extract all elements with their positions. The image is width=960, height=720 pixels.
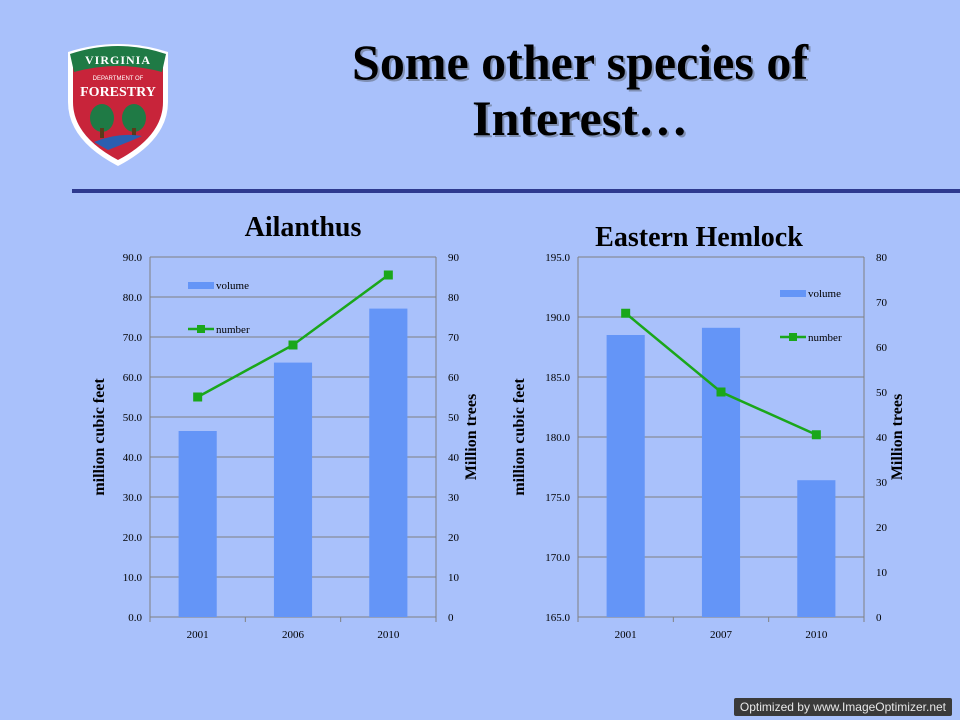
x-tick-label: 2010 [377, 629, 400, 641]
y-right-tick-label: 40 [876, 432, 888, 444]
y-right-tick-label: 70 [448, 332, 460, 344]
x-tick-label: 2007 [710, 629, 733, 641]
y-left-tick-label: 165.0 [545, 612, 570, 624]
x-tick-label: 2001 [187, 629, 209, 641]
y-left-tick-label: 190.0 [545, 312, 570, 324]
logo-tree-icon [90, 104, 146, 138]
logo-shield [73, 49, 163, 160]
y-right-tick-label: 0 [876, 612, 882, 624]
y-left-tick-label: 185.0 [545, 372, 570, 384]
slide-title-line1: Some other species of [352, 34, 808, 90]
y-right-tick-label: 0 [448, 612, 454, 624]
y-right-tick-label: 20 [448, 532, 460, 544]
legend-swatch-volume [188, 282, 214, 289]
logo-main-text: FORESTRY [80, 85, 156, 100]
chart-title-eastern-hemlock: Eastern Hemlock [595, 222, 803, 253]
point-number-2001 [621, 308, 631, 318]
y-left-tick-label: 60.0 [123, 372, 143, 384]
y-right-tick-label: 40 [448, 452, 460, 464]
point-number-2010 [383, 270, 393, 280]
y-right-tick-label: 50 [448, 412, 460, 424]
y-left-tick-label: 50.0 [123, 412, 143, 424]
logo-banner [70, 46, 166, 72]
y-right-tick-label: 30 [448, 492, 460, 504]
bar-volume-2010 [369, 308, 408, 617]
watermark: Optimized by www.ImageOptimizer.net [733, 698, 952, 716]
point-number-2010 [811, 430, 821, 440]
y-right-tick-label: 30 [876, 477, 888, 489]
y-left-tick-label: 80.0 [123, 292, 143, 304]
legend-label-volume: volume [808, 288, 841, 300]
logo-top-text: VIRGINIA [85, 53, 151, 67]
logo-middle-text: DEPARTMENT OF [93, 76, 144, 82]
y-left-tick-label: 180.0 [545, 432, 570, 444]
y-left-axis-label: million cubic feet [511, 378, 528, 496]
y-right-tick-label: 80 [448, 292, 460, 304]
legend-swatch-volume [780, 290, 806, 297]
y-left-tick-label: 175.0 [545, 492, 570, 504]
legend-label-number: number [808, 332, 842, 344]
x-tick-label: 2010 [805, 629, 828, 641]
y-right-tick-label: 60 [448, 372, 460, 384]
y-right-tick-label: 70 [876, 297, 888, 309]
y-right-tick-label: 60 [876, 342, 888, 354]
bar-volume-2007 [701, 327, 741, 617]
y-right-tick-label: 10 [876, 567, 888, 579]
y-left-tick-label: 40.0 [123, 452, 143, 464]
y-right-axis-label: Million trees [463, 394, 480, 480]
legend-label-volume: volume [216, 280, 249, 292]
legend-label-number: number [216, 324, 250, 336]
point-number-2001 [193, 392, 203, 402]
y-left-tick-label: 0.0 [128, 612, 142, 624]
slide-title: Some other species of Interest… [260, 34, 900, 146]
logo-river [94, 134, 142, 150]
title-divider [72, 189, 960, 193]
point-number-2006 [288, 340, 298, 350]
y-left-tick-label: 195.0 [545, 252, 570, 264]
y-right-axis-label: Million trees [889, 394, 906, 480]
y-left-axis-label: million cubic feet [91, 378, 108, 496]
bar-volume-2006 [273, 362, 313, 617]
x-tick-label: 2006 [282, 629, 305, 641]
bar-volume-2010 [797, 480, 836, 617]
y-left-tick-label: 30.0 [123, 492, 143, 504]
y-left-tick-label: 70.0 [123, 332, 143, 344]
y-right-tick-label: 80 [876, 252, 888, 264]
y-left-tick-label: 90.0 [123, 252, 143, 264]
chart-title-ailanthus: Ailanthus [244, 212, 362, 243]
y-right-tick-label: 50 [876, 387, 888, 399]
bar-volume-2001 [178, 431, 217, 617]
point-number-2007 [716, 387, 726, 397]
x-tick-label: 2001 [615, 629, 637, 641]
y-right-tick-label: 90 [448, 252, 460, 264]
y-right-tick-label: 10 [448, 572, 460, 584]
legend-marker-number [197, 325, 205, 333]
slide-title-line2: Interest… [472, 90, 688, 146]
y-right-tick-label: 20 [876, 522, 888, 534]
bar-volume-2001 [606, 335, 645, 617]
forestry-logo: VIRGINIA DEPARTMENT OF FORESTRY [68, 44, 168, 166]
y-left-tick-label: 170.0 [545, 552, 570, 564]
y-left-tick-label: 10.0 [123, 572, 143, 584]
y-left-tick-label: 20.0 [123, 532, 143, 544]
legend-marker-number [789, 333, 797, 341]
